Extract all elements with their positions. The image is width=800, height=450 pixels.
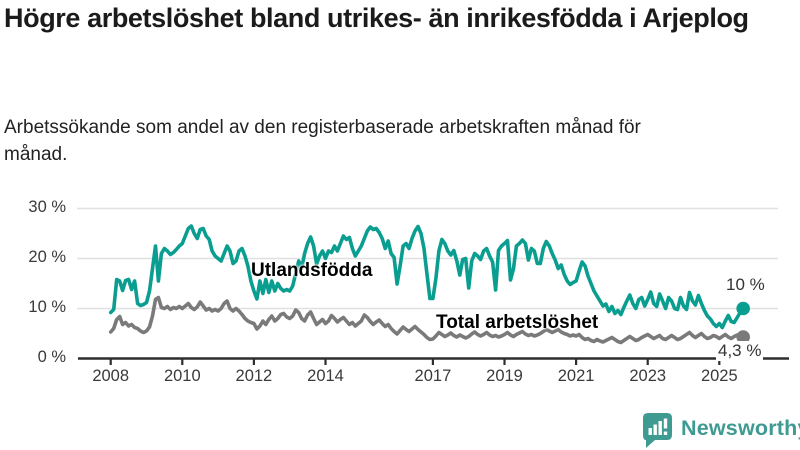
y-tick-label: 30 % [28,197,66,216]
end-value-label-utlandsfodda: 10 % [726,275,765,294]
series-label-utlandsfodda: Utlandsfödda [251,260,373,281]
x-tick-label: 2017 [414,367,452,385]
newsworthy-logo: Newsworthy [642,411,800,449]
page-title: Högre arbetslöshet bland utrikes- än inr… [4,3,749,33]
series-label-total-arbetsloshet: Total arbetslöshet [436,312,599,333]
brand-name: Newsworthy [681,415,800,440]
end-value-label-total: 4,3 % [716,341,764,361]
x-tick-label: 2025 [700,367,738,385]
series-line-utlandsf-dda [108,224,746,330]
x-tick-label: 2012 [235,367,273,385]
y-tick-label: 0 % [37,347,66,366]
x-tick-label: 2008 [92,367,130,385]
x-tick-label: 2021 [557,367,595,385]
series-line-total-arbetsl-shet [108,295,746,345]
chart-subtitle: Arbetssökande som andel av den registerb… [4,117,641,165]
x-tick-label: 2019 [486,367,523,385]
y-tick-label: 20 % [28,247,66,266]
bar-chart-speech-bubble-icon [643,412,672,448]
x-tick-label: 2014 [307,367,344,385]
end-dot-total-arbetsl-shet [736,330,750,344]
x-tick-label: 2010 [163,367,201,385]
end-dot-utlandsf-dda [736,301,750,316]
y-tick-label: 10 % [28,297,66,316]
x-tick-label: 2023 [629,367,667,385]
